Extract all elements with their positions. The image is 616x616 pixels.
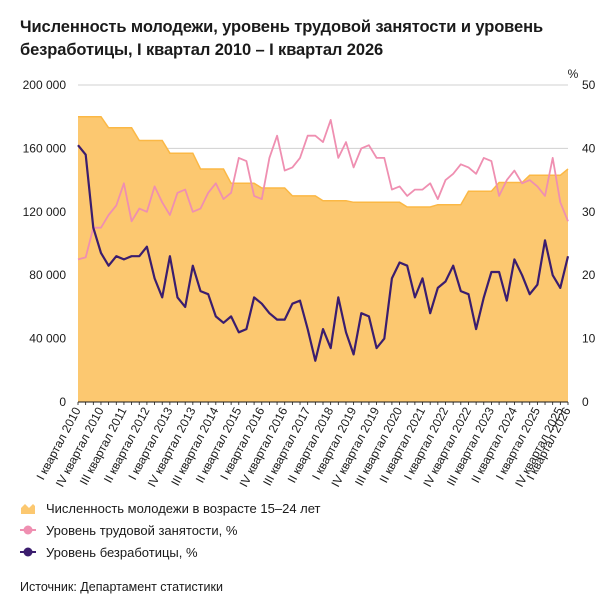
legend-label-youth: Численность молодежи в возрасте 15–24 ле…	[46, 500, 321, 516]
legend-label-unemployment: Уровень безработицы, %	[46, 544, 198, 560]
legend-label-employment: Уровень трудовой занятости, %	[46, 522, 238, 538]
left-axis-tick-label: 40 000	[29, 332, 66, 346]
right-axis-unit: %	[568, 67, 579, 81]
area-youth-population-outline	[78, 115, 569, 208]
source-note: Источник: Департамент статистики	[20, 580, 223, 594]
left-axis-tick-label: 80 000	[29, 268, 66, 282]
line-employment-rate	[77, 119, 569, 261]
right-axis-tick-label: 30	[582, 205, 596, 219]
left-axis-tick-label: 160 000	[23, 141, 67, 155]
right-axis-ticks: 0 10 20 30 40 50	[582, 78, 596, 409]
legend-item-unemployment: Уровень безработицы, %	[20, 544, 198, 560]
left-axis-tick-label: 200 000	[23, 78, 67, 92]
right-axis-tick-label: 20	[582, 268, 596, 282]
legend-item-employment: Уровень трудовой занятости, %	[20, 522, 237, 538]
right-axis-tick-label: 0	[582, 395, 589, 409]
legend-swatch-area	[20, 500, 36, 516]
area-youth-population	[78, 116, 568, 402]
legend-swatch-unemployment	[20, 544, 36, 560]
right-axis-tick-label: 10	[582, 332, 596, 346]
legend-swatch-employment	[20, 522, 36, 538]
right-axis-tick-label: 50	[582, 78, 596, 92]
legend-item-youth: Численность молодежи в возрасте 15–24 ле…	[20, 500, 321, 516]
left-axis-tick-label: 0	[59, 395, 66, 409]
line-unemployment-rate	[77, 144, 570, 362]
left-axis-ticks: 0 40 000 80 000 120 000 160 000 200 000	[23, 78, 67, 409]
right-axis-tick-label: 40	[582, 141, 596, 155]
left-axis-tick-label: 120 000	[23, 205, 67, 219]
chart-title: Численность молодежи, уровень трудовой з…	[20, 18, 543, 59]
